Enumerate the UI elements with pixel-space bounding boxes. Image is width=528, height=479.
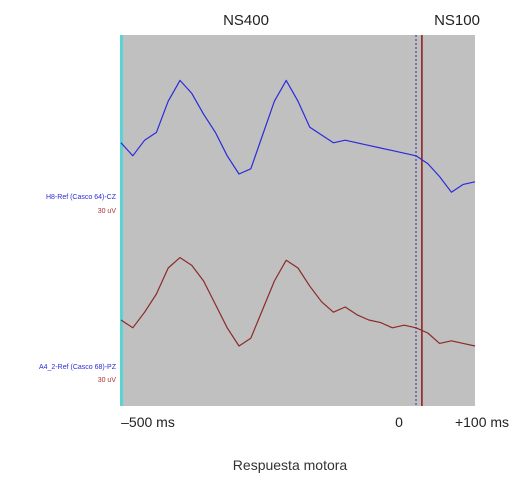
x-tick-label-start: –500 ms [121, 414, 175, 430]
series-scale-cz: 30 uV [98, 208, 117, 215]
x-tick-label-zero: 0 [395, 414, 403, 430]
series-layer [120, 79, 476, 347]
panel-left-edge [120, 35, 123, 406]
region-label-ns400: NS400 [223, 12, 269, 29]
series-scale-pz: 30 uV [98, 377, 117, 384]
series-line-cz [120, 79, 476, 193]
series-label-cz: H8-Ref (Casco 64)-CZ [46, 194, 117, 201]
x-tick-label-end: +100 ms [455, 414, 509, 430]
region-label-ns100: NS100 [434, 12, 480, 29]
x-axis-title: Respuesta motora [233, 457, 348, 473]
series-label-pz: A4_2-Ref (Casco 68)-PZ [39, 364, 117, 371]
series-line-pz [120, 257, 476, 347]
